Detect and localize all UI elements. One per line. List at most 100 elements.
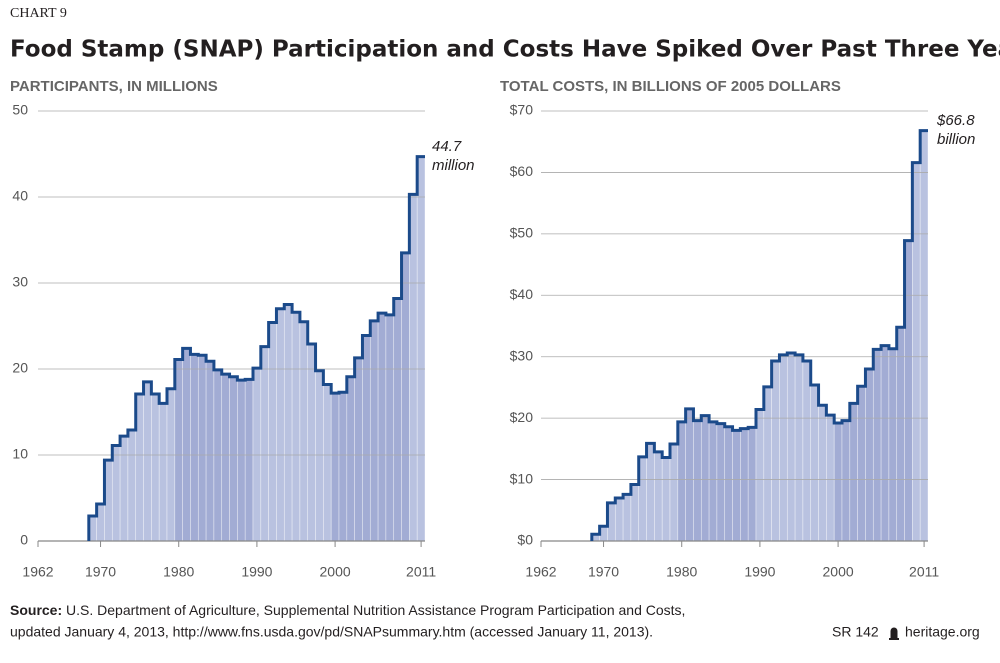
year-fill	[841, 420, 851, 542]
year-fill	[299, 321, 309, 542]
year-fill	[724, 426, 733, 542]
year-fill	[700, 415, 710, 542]
year-fill	[786, 352, 796, 542]
axis-subtitle: TOTAL COSTS, IN BILLIONS OF 2005 DOLLARS	[500, 78, 841, 95]
x-tick-label: 1990	[241, 564, 272, 580]
y-tick-label: $20	[510, 409, 534, 425]
year-fill	[119, 435, 129, 542]
y-tick-label: 10	[12, 446, 28, 462]
year-fill	[896, 326, 905, 542]
annotation: $66.8	[936, 112, 975, 129]
annotation: million	[432, 157, 475, 174]
y-tick-label: 30	[12, 274, 28, 290]
year-fill	[330, 392, 340, 542]
y-tick-label: 50	[12, 102, 28, 118]
year-fill	[276, 308, 285, 542]
y-tick-label: $40	[510, 286, 534, 302]
year-fill	[818, 404, 827, 542]
y-tick-label: 0	[20, 532, 28, 548]
year-fill	[315, 370, 324, 542]
y-tick-label: $70	[510, 102, 534, 118]
x-tick-label: 1980	[163, 564, 194, 580]
year-fill	[888, 348, 898, 542]
axis-subtitle: PARTICIPANTS, IN MILLIONS	[10, 78, 218, 95]
year-fill	[794, 354, 804, 542]
year-fill	[205, 360, 215, 542]
year-fill	[857, 385, 866, 542]
x-tick-label: 2000	[823, 564, 854, 580]
year-fill	[802, 360, 812, 542]
year-fill	[354, 357, 363, 542]
source-label: Source:	[10, 602, 62, 618]
year-fill	[732, 430, 741, 542]
x-tick-label: 1970	[588, 564, 619, 580]
x-tick-label: 2000	[320, 564, 351, 580]
step-line	[590, 129, 928, 541]
year-fill	[693, 420, 702, 542]
year-fill	[260, 346, 269, 542]
year-fill	[385, 314, 395, 542]
y-tick-label: $10	[510, 470, 534, 486]
x-tick-label: 1970	[85, 564, 116, 580]
year-fill	[716, 423, 726, 542]
source-text: U.S. Department of Agriculture, Suppleme…	[66, 602, 685, 618]
year-fill	[158, 403, 168, 542]
x-tick-label: 2011	[406, 564, 436, 580]
year-fill	[833, 422, 843, 542]
year-fill	[338, 391, 348, 542]
year-fill	[197, 354, 207, 542]
year-fill	[307, 343, 316, 542]
year-fill	[826, 414, 835, 542]
year-fill	[377, 312, 387, 542]
year-fill	[190, 354, 199, 542]
annotation: 44.7	[432, 138, 462, 155]
x-tick-label: 2011	[909, 564, 939, 580]
year-fill	[685, 408, 694, 542]
year-fill	[708, 421, 718, 542]
source: Source: U.S. Department of Agriculture, …	[10, 602, 685, 618]
year-fill	[661, 457, 671, 542]
year-fill	[182, 348, 191, 542]
year-fill	[151, 393, 160, 542]
year-fill	[779, 354, 788, 542]
year-fill	[346, 376, 355, 542]
site: heritage.org	[905, 624, 980, 640]
year-fill	[865, 368, 874, 542]
year-fill	[416, 156, 426, 542]
year-fill	[369, 320, 379, 542]
year-fill	[244, 379, 254, 542]
year-fill	[143, 381, 152, 542]
step-line	[87, 155, 425, 541]
y-tick-label: $0	[517, 532, 533, 548]
y-tick-label: $30	[510, 347, 534, 363]
year-fill	[622, 494, 632, 542]
x-tick-label: 1962	[22, 564, 53, 580]
year-fill	[221, 373, 230, 542]
x-tick-label: 1962	[525, 564, 556, 580]
year-fill	[393, 298, 402, 542]
year-fill	[166, 388, 176, 542]
year-fill	[252, 367, 262, 542]
year-fill	[362, 335, 371, 542]
year-fill	[237, 379, 246, 542]
year-fill	[755, 409, 765, 542]
year-fill	[323, 384, 332, 542]
y-tick-label: $60	[510, 163, 534, 179]
year-fill	[872, 349, 882, 542]
chart-title: Food Stamp (SNAP) Participation and Cost…	[10, 37, 1000, 63]
chart-label: CHART 9	[10, 6, 67, 21]
year-fill	[654, 451, 663, 542]
report-code: SR 142	[832, 624, 879, 640]
year-fill	[229, 376, 238, 542]
year-fill	[127, 429, 137, 542]
y-tick-label: $50	[510, 225, 534, 241]
source-text: updated January 4, 2013, http://www.fns.…	[10, 624, 653, 640]
bell-icon	[889, 627, 899, 640]
year-fill	[849, 403, 858, 542]
year-fill	[291, 311, 301, 542]
year-fill	[880, 345, 890, 542]
year-fill	[747, 427, 757, 542]
year-fill	[740, 428, 749, 542]
annotation: billion	[937, 131, 975, 148]
